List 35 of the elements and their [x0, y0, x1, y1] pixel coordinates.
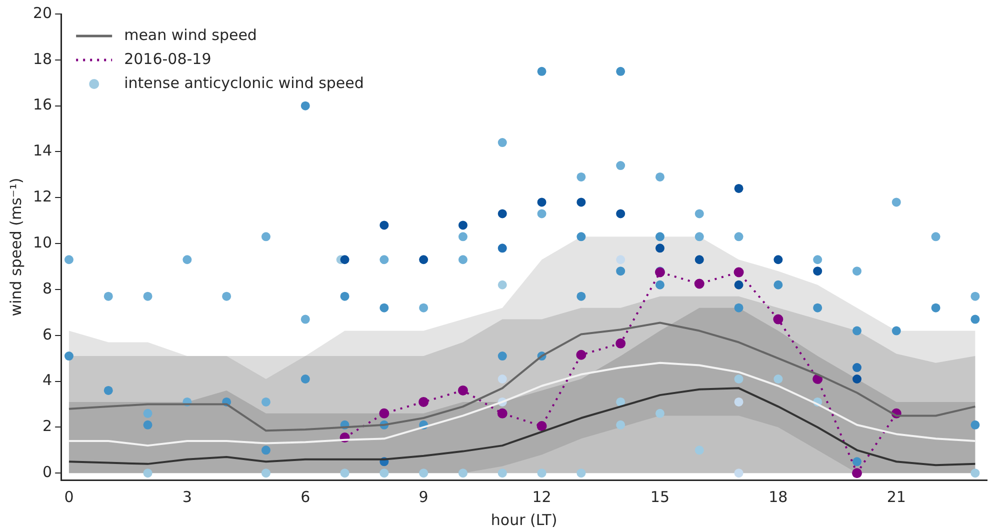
point	[497, 408, 508, 418]
point	[694, 278, 704, 289]
point	[734, 267, 744, 278]
x-tick-label: 9	[418, 488, 428, 506]
x-tick-label: 6	[300, 488, 310, 506]
x-tick-label: 3	[182, 488, 192, 506]
x-tick-label: 18	[768, 488, 788, 506]
y-tick-label: 10	[32, 233, 52, 252]
x-tick-label: 0	[64, 488, 74, 506]
y-tick-label: 18	[32, 50, 52, 68]
point	[616, 338, 626, 348]
y-tick-label: 20	[32, 4, 52, 22]
y-tick-label: 14	[32, 142, 52, 160]
point	[379, 408, 390, 418]
x-tick-label: 12	[532, 488, 552, 506]
point	[418, 396, 429, 407]
x-tick-label: 15	[650, 488, 670, 506]
legend-label: mean wind speed	[124, 26, 257, 44]
point	[458, 385, 468, 396]
point	[536, 421, 547, 432]
x-tick-label: 21	[886, 488, 906, 506]
legend-label: intense anticyclonic wind speed	[124, 74, 364, 92]
legend-label: 2016-08-19	[124, 50, 212, 68]
y-tick-label: 12	[32, 188, 52, 206]
y-tick-label: 8	[42, 279, 52, 298]
y-tick-label: 2	[42, 417, 52, 436]
y-tick-label: 0	[42, 463, 52, 482]
point	[852, 468, 862, 478]
point	[576, 350, 586, 360]
point	[773, 314, 784, 324]
y-tick-label: 4	[42, 371, 52, 390]
y-tick-label: 16	[32, 96, 52, 114]
y-tick-label: 6	[42, 325, 52, 344]
x-axis-title: hour (LT)	[490, 510, 558, 529]
y-axis-title: wind speed (ms⁻¹)	[6, 178, 25, 316]
